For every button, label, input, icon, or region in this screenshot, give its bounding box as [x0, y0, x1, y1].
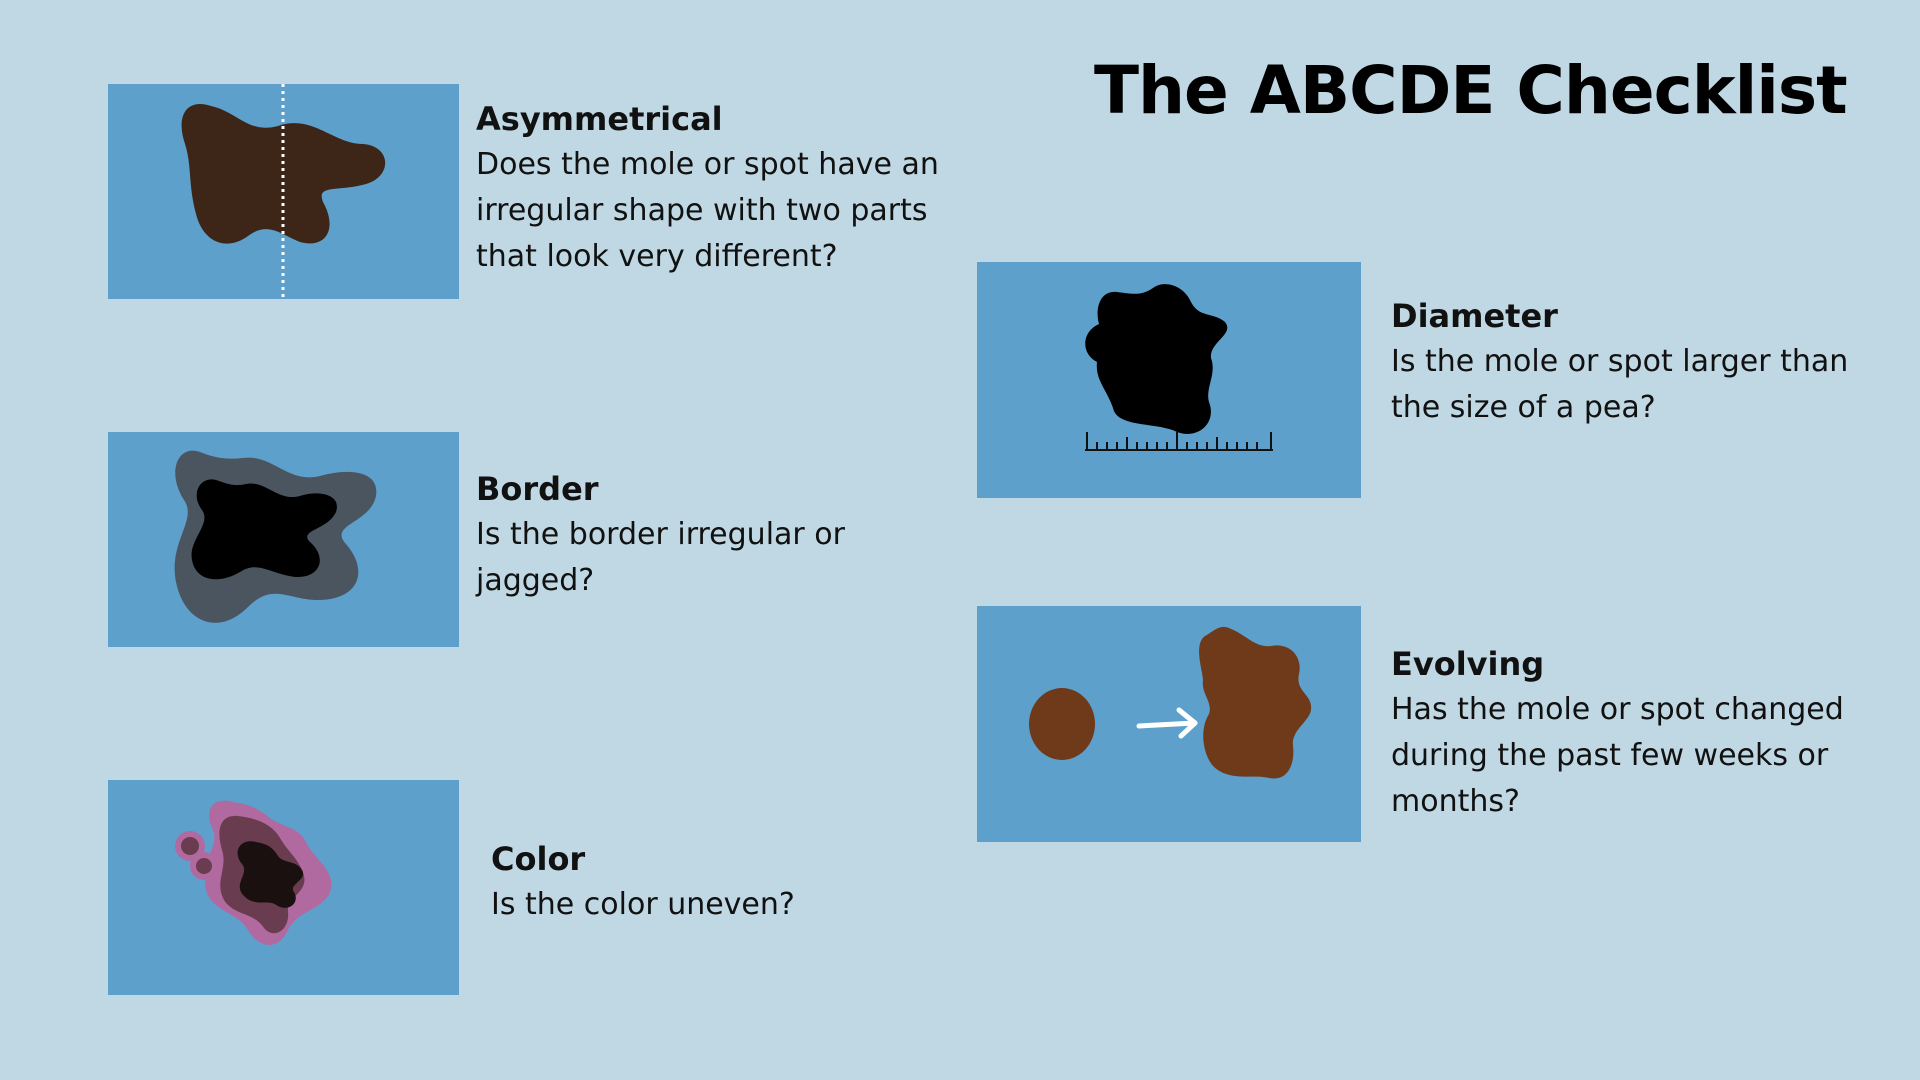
color-illustration: [108, 780, 459, 995]
color-heading: Color: [491, 840, 586, 878]
border-illustration: [108, 432, 459, 647]
asymmetrical-description: Does the mole or spot have an irregular …: [476, 147, 939, 274]
color-satellite-mid-2: [196, 858, 212, 874]
evolving-illustration: [977, 606, 1361, 842]
diameter-mole: [1085, 284, 1228, 434]
evolving-text: Evolving Has the mole or spot changed du…: [1391, 641, 1911, 825]
diameter-illustration: [977, 262, 1361, 498]
color-description: Is the color uneven?: [491, 887, 795, 922]
border-text: Border Is the border irregular or jagged…: [476, 466, 896, 604]
diameter-mole-graphic: [1085, 284, 1273, 451]
color-text: Color Is the color uneven?: [491, 836, 911, 928]
evolving-mole-after: [1199, 626, 1312, 779]
asymmetrical-mole-graphic: [181, 84, 386, 299]
border-heading: Border: [476, 470, 599, 508]
asymmetrical-illustration: [108, 84, 459, 299]
page-title: The ABCDE Checklist: [1094, 52, 1848, 129]
ruler: [1085, 432, 1273, 451]
evolving-description: Has the mole or spot changed during the …: [1391, 692, 1844, 819]
arrow-icon: [1136, 707, 1198, 739]
diameter-heading: Diameter: [1391, 297, 1558, 335]
border-mole: [191, 479, 337, 580]
diameter-text: Diameter Is the mole or spot larger than…: [1391, 293, 1911, 431]
evolving-heading: Evolving: [1391, 645, 1545, 683]
evolving-mole-before: [1029, 688, 1095, 760]
border-mole-graphic: [174, 450, 377, 623]
evolving-mole-graphic: [1029, 626, 1312, 779]
color-satellite-mid: [181, 837, 199, 855]
asymmetrical-mole: [181, 103, 386, 244]
asymmetrical-text: Asymmetrical Does the mole or spot have …: [476, 96, 996, 280]
color-mole-graphic: [175, 800, 332, 946]
asymmetrical-heading: Asymmetrical: [476, 100, 723, 138]
diameter-description: Is the mole or spot larger than the size…: [1391, 344, 1849, 425]
border-description: Is the border irregular or jagged?: [476, 517, 845, 598]
color-inner-layer: [237, 841, 304, 908]
